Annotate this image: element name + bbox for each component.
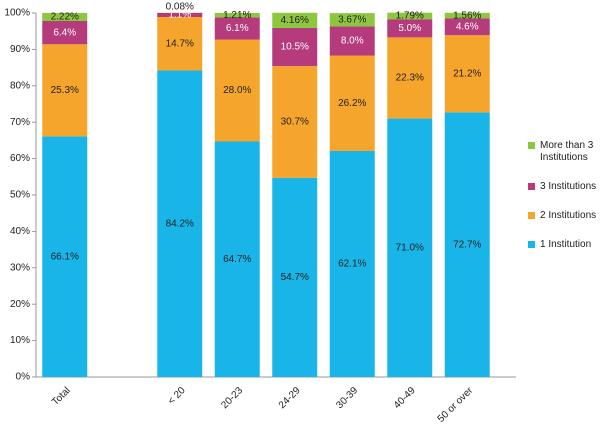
data-label: 3.67%: [338, 14, 366, 25]
x-tick-label: 40-49: [392, 385, 418, 411]
legend-swatch: [528, 183, 535, 190]
x-tick-label: Total: [50, 385, 73, 408]
bar-segment: [387, 118, 433, 377]
data-label: 62.1%: [338, 259, 366, 270]
y-tick-label: 10%: [10, 335, 30, 346]
legend: More than 3 Institutions 3 Institutions 2 …: [528, 140, 612, 268]
legend-swatch: [528, 212, 535, 219]
data-label: 4.6%: [456, 21, 479, 32]
y-tick-label: 0%: [16, 372, 31, 383]
bar-segment: [387, 19, 433, 38]
data-label: 22.3%: [396, 73, 424, 84]
data-label: 64.7%: [223, 254, 251, 265]
y-tick-label: 20%: [10, 299, 30, 310]
bar-segment: [42, 12, 88, 22]
data-label: 66.1%: [51, 251, 79, 262]
legend-swatch: [528, 142, 535, 149]
data-label: 1.79%: [396, 11, 424, 22]
bar-segment: [214, 17, 260, 40]
bar-segment: [444, 18, 490, 36]
y-tick-label: 80%: [10, 80, 30, 91]
data-label: 8.0%: [341, 36, 364, 47]
bar-segment: [329, 150, 375, 377]
legend-label: 3 Institutions: [540, 181, 597, 192]
y-tick-label: 100%: [4, 8, 30, 19]
legend-item: 3 Institutions: [528, 181, 612, 193]
legend-label: More than 3 Institutions: [540, 140, 594, 163]
x-tick-label: 30-39: [334, 385, 360, 411]
bar-segment: [444, 112, 490, 377]
bar-segment: [42, 44, 88, 137]
legend-label: 2 Institutions: [540, 210, 597, 221]
bar-segment: [272, 12, 318, 28]
y-tick-label: 50%: [10, 190, 30, 201]
x-tick-label: < 20: [166, 385, 188, 407]
y-tick-label: 60%: [10, 153, 30, 164]
legend-item: 1 Institution: [528, 239, 612, 251]
bar-segment: [214, 141, 260, 377]
x-tick-label: 20-23: [219, 385, 245, 411]
data-label: 6.1%: [226, 23, 249, 34]
data-label: 5.0%: [398, 23, 421, 34]
legend-label: 1 Institution: [540, 239, 592, 250]
bar-segment: [272, 27, 318, 67]
bar-segment: [272, 66, 318, 178]
data-label: 25.3%: [51, 85, 79, 96]
bar-segment: [329, 26, 375, 56]
bar-segment: [387, 12, 433, 20]
data-label: 10.5%: [281, 42, 309, 53]
data-label: 6.4%: [53, 27, 76, 38]
legend-item: More than 3 Institutions: [528, 140, 612, 164]
legend-swatch: [528, 241, 535, 248]
data-label: 26.2%: [338, 98, 366, 109]
bar-segment: [157, 17, 203, 71]
data-label: 21.2%: [453, 68, 481, 79]
bar-segment: [387, 37, 433, 119]
data-label: 4.16%: [281, 15, 309, 26]
bar-segment: [42, 136, 88, 377]
bar-segment: [444, 35, 490, 113]
x-tick-label: 24-29: [277, 385, 303, 411]
bar-segment: [157, 70, 203, 378]
data-label: 84.2%: [166, 218, 194, 229]
bar-segment: [329, 55, 375, 151]
y-tick-label: 70%: [10, 117, 30, 128]
data-label: 28.0%: [223, 85, 251, 96]
bar-segment: [42, 21, 88, 45]
y-tick-label: 40%: [10, 226, 30, 237]
bar-segment: [214, 12, 260, 18]
data-label: 14.7%: [166, 38, 194, 49]
y-tick-label: 30%: [10, 262, 30, 273]
legend-item: 2 Institutions: [528, 210, 612, 222]
data-label: 72.7%: [453, 239, 481, 250]
bar-segment: [157, 13, 203, 18]
bar-segment: [272, 177, 318, 377]
bar-segment: [444, 12, 490, 19]
data-label: 1.1%: [168, 10, 191, 21]
bar-segment: [214, 39, 260, 142]
data-label: 30.7%: [281, 117, 309, 128]
data-label: 54.7%: [281, 272, 309, 283]
data-label: 71.0%: [396, 242, 424, 253]
x-tick-label: 50 or over: [436, 385, 476, 425]
data-label: 0.08%: [166, 1, 194, 12]
bar-segment: [329, 13, 375, 27]
data-label: 2.22%: [51, 12, 79, 23]
y-tick-label: 90%: [10, 44, 30, 55]
data-label: 1.56%: [453, 10, 481, 21]
data-label: 1.21%: [223, 10, 251, 21]
